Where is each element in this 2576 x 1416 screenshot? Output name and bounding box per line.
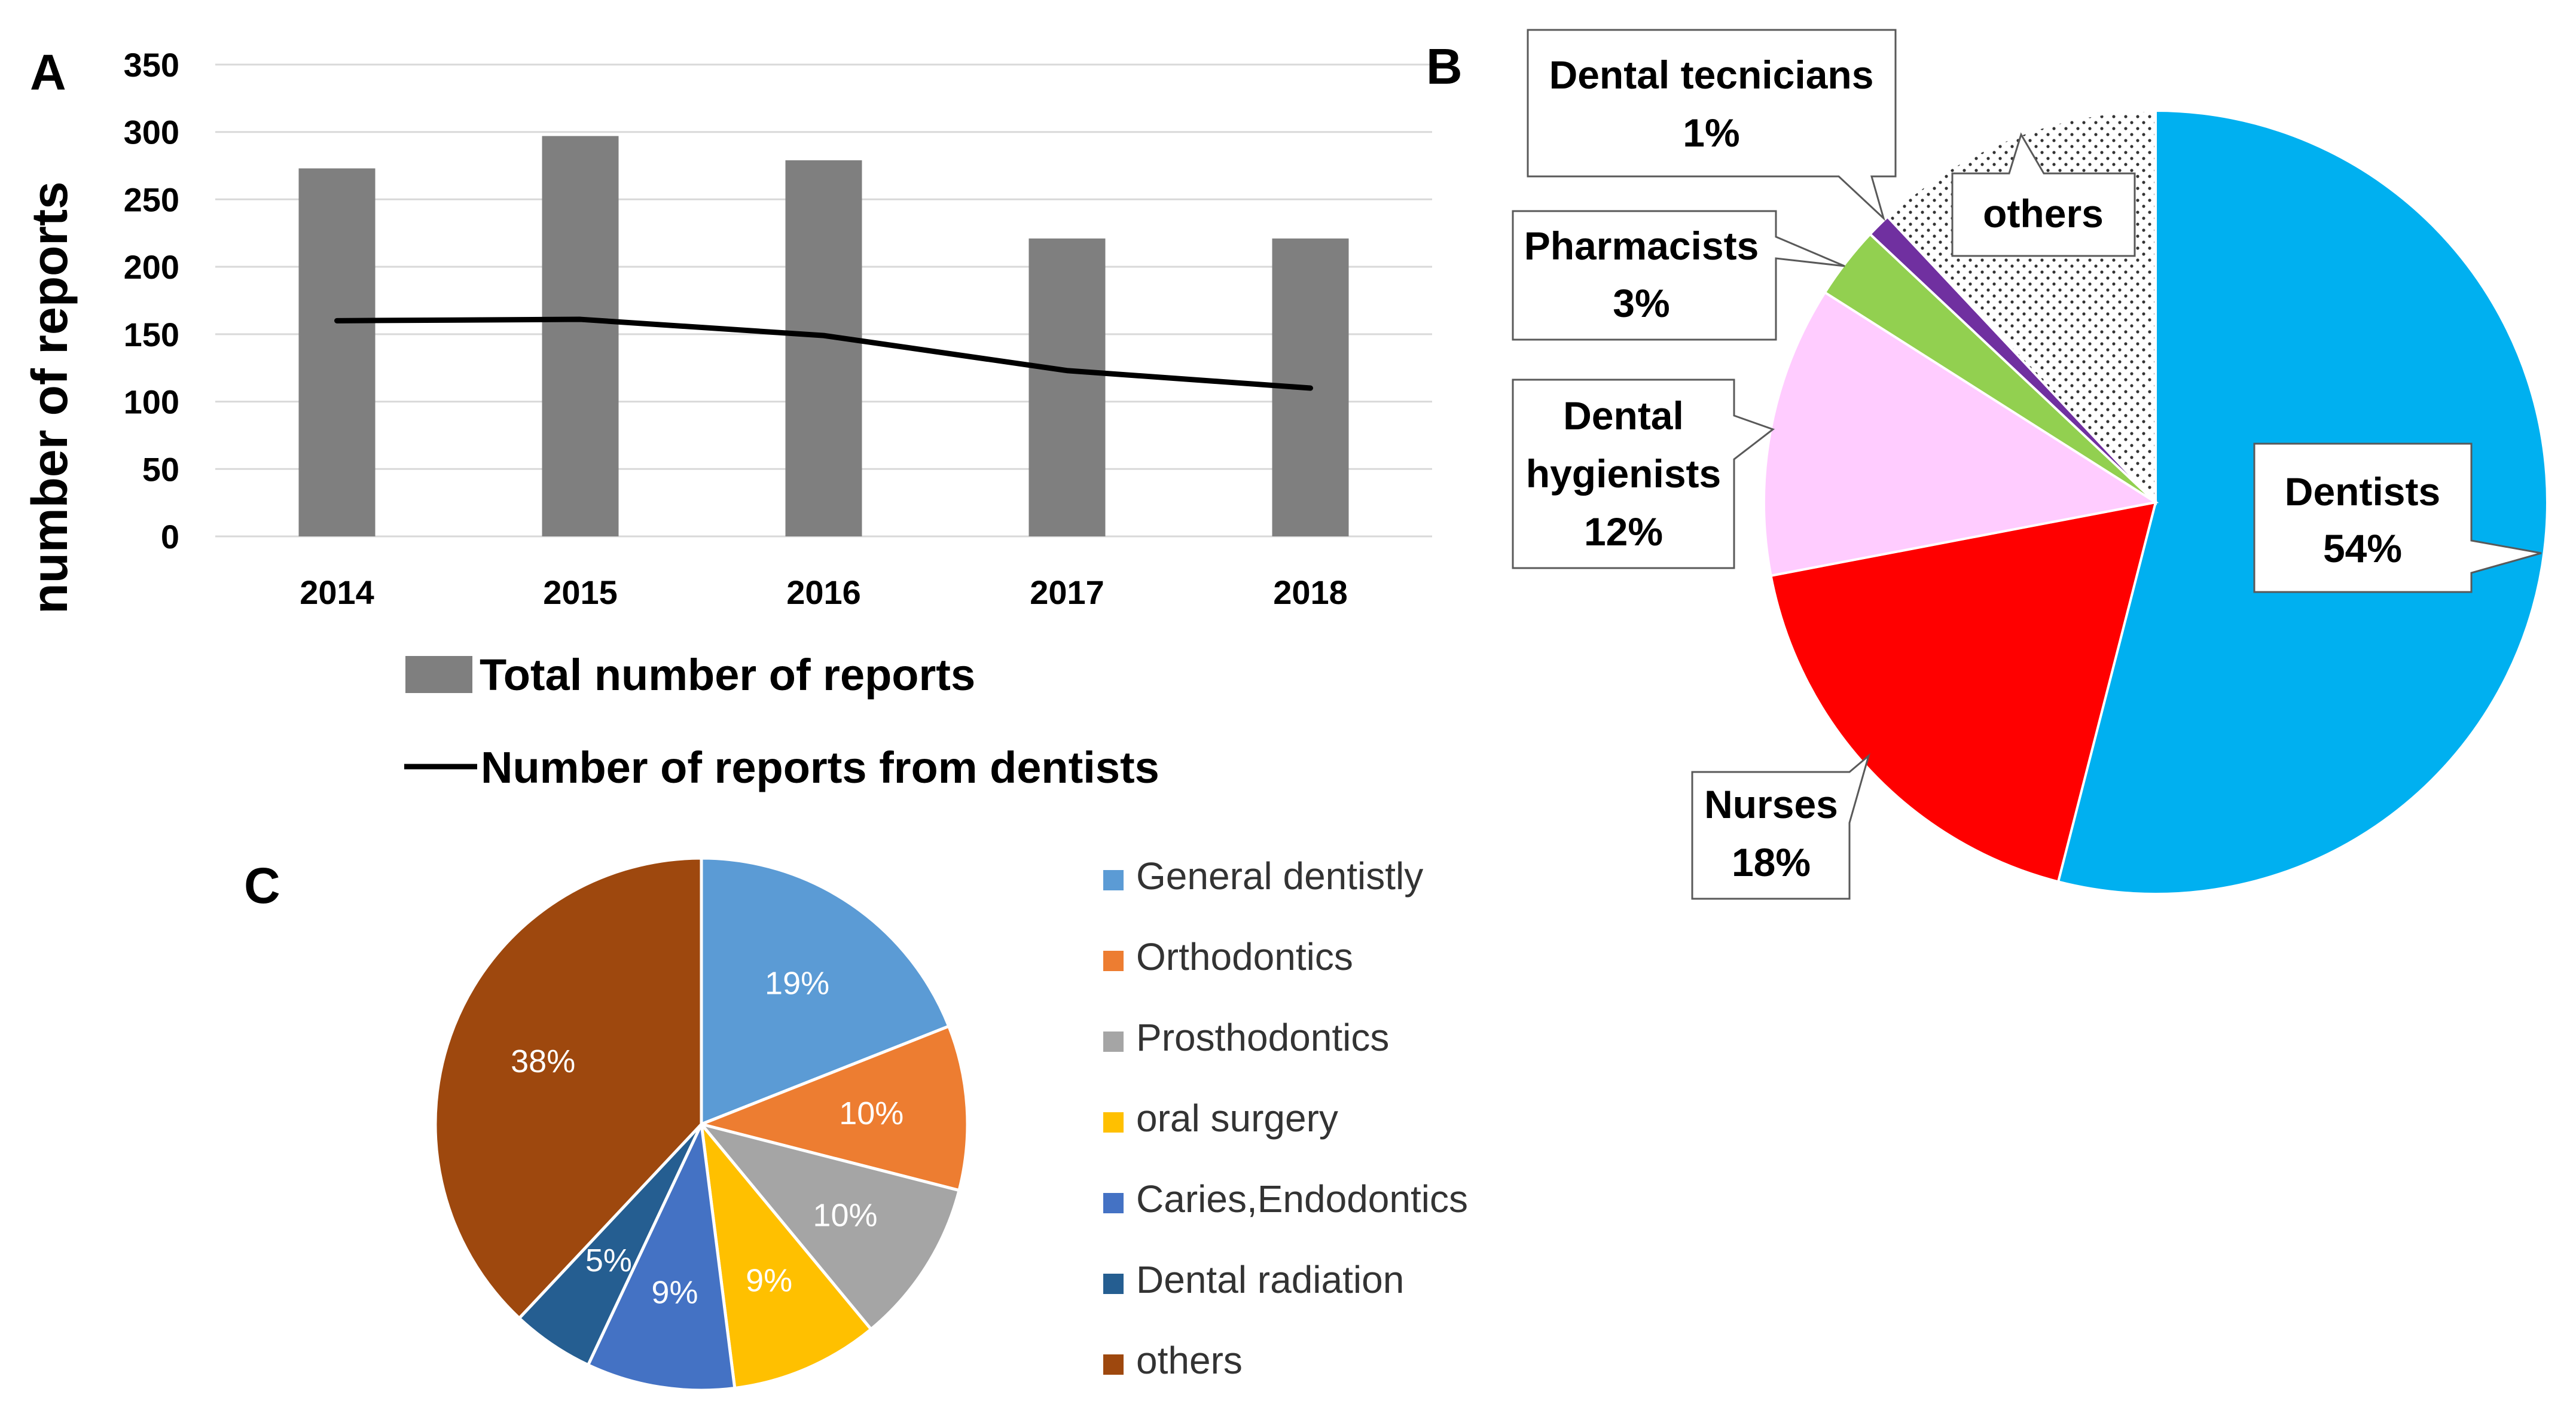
- slice-label-caries-endodontics: 9%: [651, 1274, 698, 1310]
- callout-hygienists-pct: 12%: [1584, 509, 1663, 554]
- legend-label-oral-surgery: oral surgery: [1136, 1097, 1338, 1140]
- legend-swatch-orthodontics: [1103, 951, 1124, 971]
- x-tick-label: 2018: [1273, 573, 1348, 611]
- callout-dentists-pct: 54%: [2323, 526, 2402, 570]
- callout-tecnicians-pct: 1%: [1683, 111, 1739, 155]
- slice-label-oral-surgery: 9%: [746, 1262, 792, 1298]
- panel-c: 19% 10% 10% 9% 9% 5% 38% General dentistly Orth…: [434, 855, 1468, 1392]
- callout-hygienists-line2: hygienists: [1526, 451, 1721, 496]
- y-tick-label: 300: [124, 114, 179, 151]
- panel-a-xticks: 2014 2015 2016 2017 2018: [300, 573, 1348, 611]
- panel-letter-a: A: [30, 44, 66, 100]
- slice-label-orthodontics: 10%: [839, 1095, 904, 1131]
- legend-label-prosthodontics: Prosthodontics: [1136, 1016, 1389, 1059]
- x-tick-label: 2017: [1030, 573, 1104, 611]
- callout-tecnicians: [1527, 29, 1897, 221]
- slice-label-prosthodontics: 10%: [813, 1198, 877, 1234]
- legend-label-orthodontics: Orthodontics: [1136, 935, 1353, 978]
- legend-swatch-total: [405, 656, 472, 693]
- callout-hygienists-line1: Dental: [1563, 393, 1684, 438]
- panel-c-slices: 19% 10% 10% 9% 9% 5% 38%: [434, 856, 969, 1392]
- slice-caries-endodontics: [586, 1119, 737, 1392]
- slice-nurses: [1769, 501, 2157, 883]
- slice-orthodontics: [696, 1024, 969, 1192]
- x-tick-label: 2014: [300, 573, 374, 611]
- callout-pharmacists-label: Pharmacists: [1524, 224, 1759, 268]
- legend-swatch-general-dentistly: [1103, 870, 1124, 890]
- slice-label-general-dentistly: 19%: [765, 965, 829, 1001]
- callout-hygienists: [1512, 379, 1775, 569]
- y-tick-label: 100: [124, 383, 179, 421]
- legend-swatch-prosthodontics: [1103, 1032, 1124, 1052]
- slice-others: [434, 856, 703, 1320]
- callout-others-label: others: [1983, 191, 2104, 236]
- legend-swatch-dental-radiation: [1103, 1274, 1124, 1294]
- y-tick-label: 150: [124, 316, 179, 353]
- legend-label-total: Total number of reports: [480, 650, 975, 700]
- y-tick-label: 0: [161, 518, 179, 556]
- slice-label-others: 38%: [511, 1043, 575, 1079]
- panel-b: Dentists 54% Nurses 18% Dental hygienist…: [1512, 29, 2548, 900]
- x-tick-label: 2015: [543, 573, 618, 611]
- slice-label-dental-radiation: 5%: [585, 1243, 632, 1278]
- y-axis-label: number of reports: [22, 181, 78, 614]
- callout-nurses-label: Nurses: [1704, 782, 1838, 826]
- callout-nurses-pct: 18%: [1732, 840, 1811, 884]
- y-tick-label: 250: [124, 181, 179, 218]
- panel-a-line-dentists: [334, 316, 1313, 391]
- callout-dentists: [2253, 443, 2542, 593]
- legend-label-dental-radiation: Dental radiation: [1136, 1258, 1404, 1301]
- callout-pharmacists-pct: 3%: [1613, 281, 1669, 325]
- legend-label-others: others: [1136, 1339, 1243, 1382]
- slice-general-dentistly: [700, 856, 951, 1127]
- bar-2015: [542, 136, 619, 536]
- bar-2014: [298, 168, 376, 537]
- legend-swatch-others: [1103, 1354, 1124, 1375]
- legend-label-general-dentistly: General dentistly: [1136, 855, 1423, 898]
- y-tick-label: 200: [124, 248, 179, 286]
- legend-swatch-caries-endodontics: [1103, 1193, 1124, 1213]
- callout-others: [1951, 132, 2136, 257]
- bar-2017: [1028, 238, 1106, 536]
- callout-dentists-label: Dentists: [2285, 469, 2440, 514]
- callout-tecnicians-label: Dental tecnicians: [1549, 53, 1874, 97]
- bar-2016: [785, 160, 862, 536]
- panel-a-bars: [298, 136, 1349, 537]
- x-tick-label: 2016: [786, 573, 861, 611]
- panel-letter-b: B: [1426, 38, 1463, 94]
- legend-label-dentists: Number of reports from dentists: [481, 743, 1159, 792]
- panel-c-legend: General dentistly Orthodontics Prosthodont…: [1103, 855, 1468, 1382]
- y-tick-label: 350: [124, 46, 179, 84]
- y-tick-label: 50: [142, 450, 179, 488]
- slice-prosthodontics: [697, 1121, 962, 1332]
- panel-a-yticks: 0 50 100 150 200 250 300 350: [124, 46, 179, 556]
- callout-nurses: [1691, 753, 1870, 900]
- slice-oral-surgery: [699, 1119, 874, 1390]
- panel-letter-c: C: [244, 857, 280, 914]
- legend-label-caries-endodontics: Caries,Endodontics: [1136, 1177, 1468, 1220]
- legend-swatch-oral-surgery: [1103, 1112, 1124, 1133]
- callout-pharmacists: [1512, 210, 1845, 341]
